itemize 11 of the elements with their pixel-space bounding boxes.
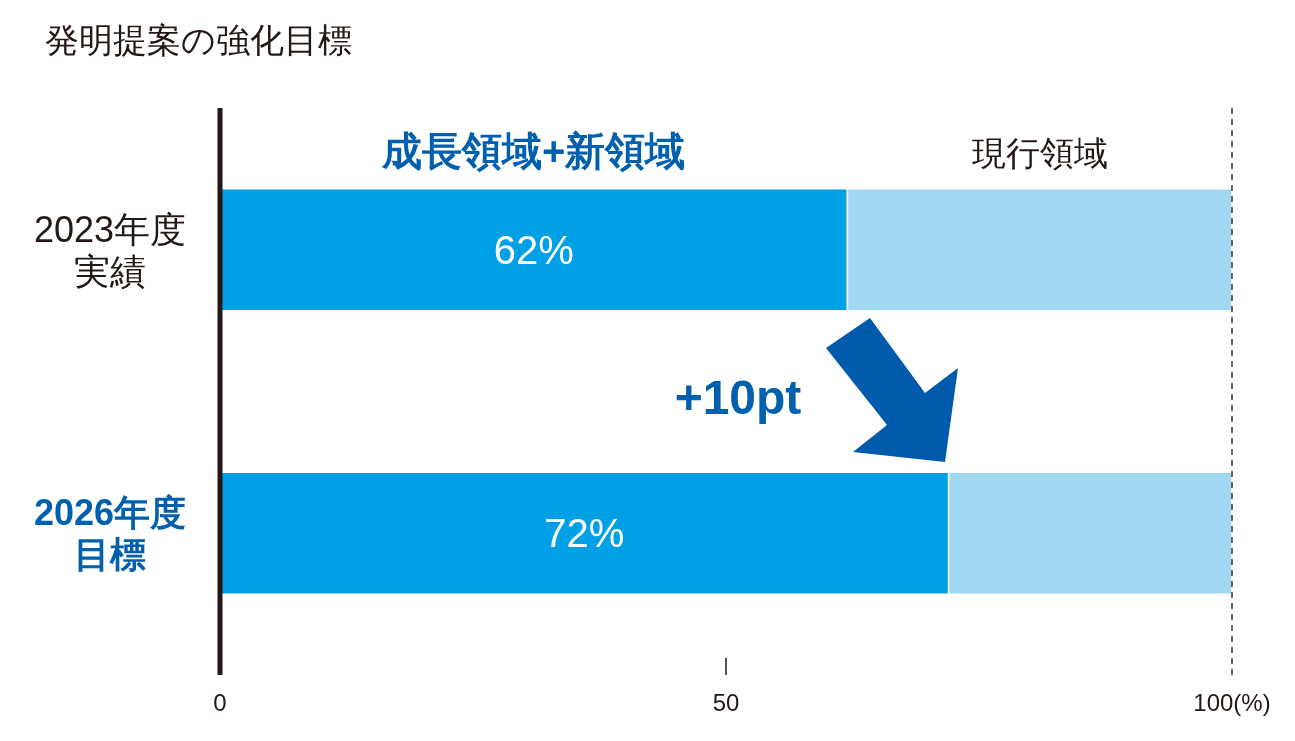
annotation: +10pt xyxy=(674,371,802,424)
series-label: 現行領域 xyxy=(971,133,1108,172)
y-tick-label: 2023年度実績 xyxy=(33,208,187,292)
x-tick-label: 50 xyxy=(712,689,740,716)
x-tick-label: 100(%) xyxy=(1193,689,1271,716)
x-tick-label: 0 xyxy=(213,689,227,716)
chart-title: 発明提案の強化目標 xyxy=(45,21,352,59)
data-label: 62% xyxy=(493,227,574,272)
data-label: 72% xyxy=(544,511,625,556)
y-tick-label: 2026年度目標 xyxy=(33,492,187,576)
series-label: 成長領域+新領域 xyxy=(381,128,686,173)
